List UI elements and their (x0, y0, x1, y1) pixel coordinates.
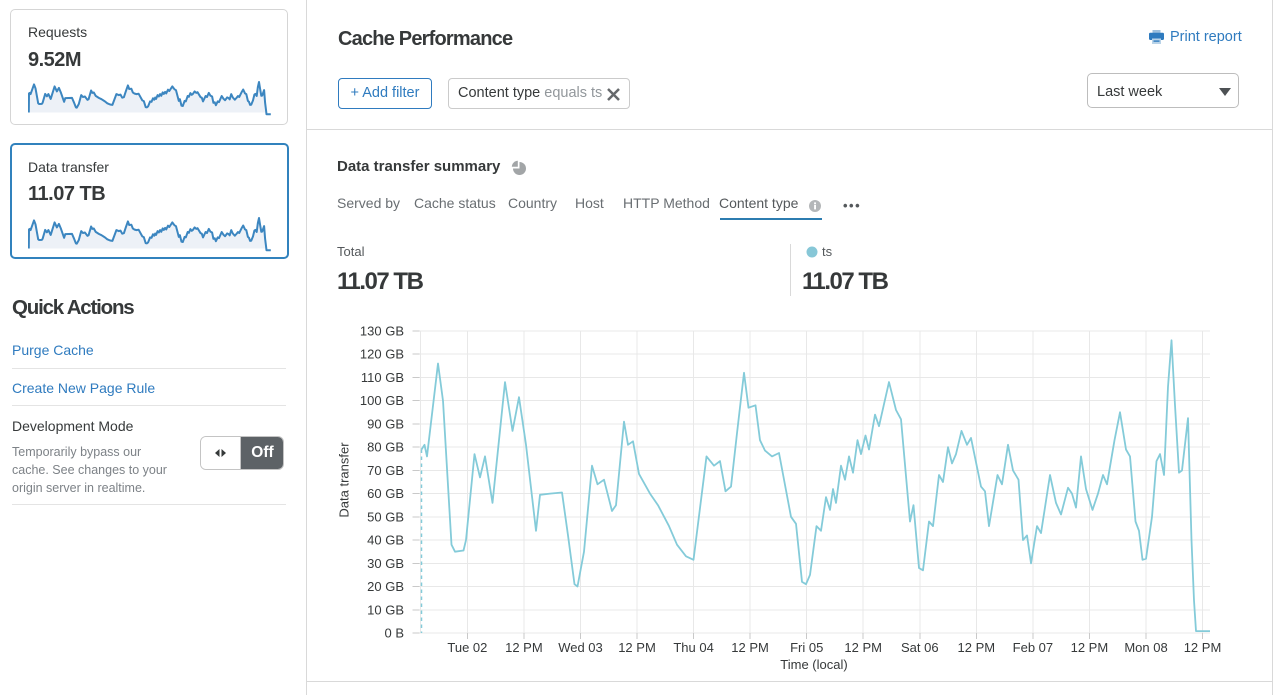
svg-text:60 GB: 60 GB (367, 486, 404, 501)
svg-text:Time (local): Time (local) (780, 657, 847, 672)
svg-text:70 GB: 70 GB (367, 463, 404, 478)
svg-text:90 GB: 90 GB (367, 416, 404, 431)
svg-text:0 B: 0 B (384, 626, 404, 641)
svg-text:Mon 08: Mon 08 (1124, 640, 1167, 655)
svg-text:130 GB: 130 GB (360, 324, 404, 339)
svg-text:12 PM: 12 PM (1184, 640, 1222, 655)
svg-text:10 GB: 10 GB (367, 602, 404, 617)
svg-text:30 GB: 30 GB (367, 556, 404, 571)
svg-text:Tue 02: Tue 02 (447, 640, 487, 655)
svg-text:Data transfer: Data transfer (337, 442, 352, 518)
svg-text:50 GB: 50 GB (367, 509, 404, 524)
svg-text:12 PM: 12 PM (731, 640, 769, 655)
svg-text:12 PM: 12 PM (958, 640, 996, 655)
svg-text:12 PM: 12 PM (618, 640, 656, 655)
svg-text:Wed 03: Wed 03 (558, 640, 603, 655)
svg-text:80 GB: 80 GB (367, 440, 404, 455)
svg-text:Sat 06: Sat 06 (901, 640, 939, 655)
svg-text:40 GB: 40 GB (367, 533, 404, 548)
svg-text:12 PM: 12 PM (844, 640, 882, 655)
svg-text:120 GB: 120 GB (360, 347, 404, 362)
svg-text:Feb 07: Feb 07 (1013, 640, 1053, 655)
svg-text:110 GB: 110 GB (361, 370, 404, 385)
svg-text:12 PM: 12 PM (1071, 640, 1109, 655)
svg-text:100 GB: 100 GB (360, 393, 404, 408)
svg-text:Fri 05: Fri 05 (790, 640, 823, 655)
svg-text:12 PM: 12 PM (505, 640, 543, 655)
svg-text:Thu 04: Thu 04 (673, 640, 713, 655)
svg-text:20 GB: 20 GB (367, 579, 404, 594)
